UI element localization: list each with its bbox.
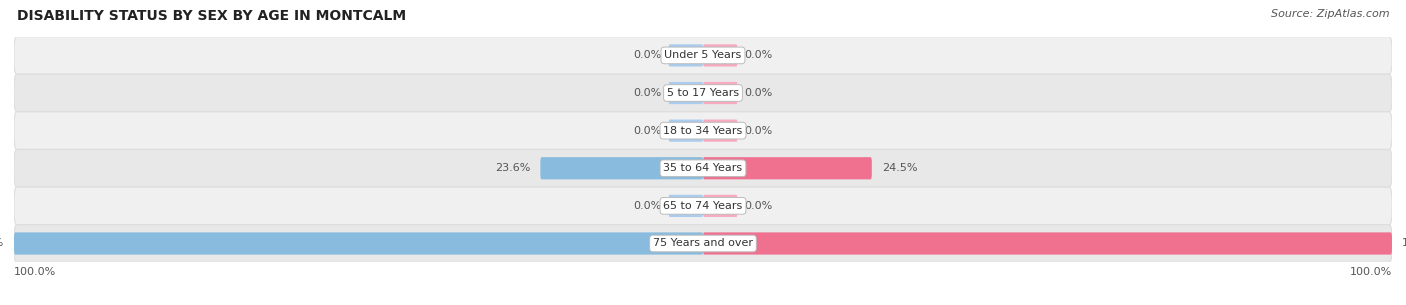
Text: 24.5%: 24.5% (882, 163, 918, 173)
FancyBboxPatch shape (540, 157, 703, 179)
Text: 65 to 74 Years: 65 to 74 Years (664, 201, 742, 211)
FancyBboxPatch shape (14, 37, 1392, 74)
Text: 0.0%: 0.0% (634, 126, 662, 136)
FancyBboxPatch shape (14, 187, 1392, 225)
Text: 0.0%: 0.0% (744, 126, 772, 136)
Text: 0.0%: 0.0% (744, 88, 772, 98)
Text: 100.0%: 100.0% (1402, 239, 1406, 249)
FancyBboxPatch shape (668, 120, 703, 142)
Text: Source: ZipAtlas.com: Source: ZipAtlas.com (1271, 9, 1389, 19)
Text: 75 Years and over: 75 Years and over (652, 239, 754, 249)
FancyBboxPatch shape (668, 82, 703, 104)
FancyBboxPatch shape (14, 225, 1392, 262)
FancyBboxPatch shape (14, 232, 703, 255)
Text: 0.0%: 0.0% (744, 201, 772, 211)
FancyBboxPatch shape (703, 82, 738, 104)
FancyBboxPatch shape (668, 195, 703, 217)
Text: 100.0%: 100.0% (0, 239, 4, 249)
Text: 18 to 34 Years: 18 to 34 Years (664, 126, 742, 136)
FancyBboxPatch shape (703, 157, 872, 179)
Text: 100.0%: 100.0% (14, 267, 56, 277)
FancyBboxPatch shape (14, 74, 1392, 112)
FancyBboxPatch shape (14, 112, 1392, 149)
FancyBboxPatch shape (668, 44, 703, 66)
Text: 0.0%: 0.0% (634, 201, 662, 211)
FancyBboxPatch shape (703, 232, 1392, 255)
Text: 5 to 17 Years: 5 to 17 Years (666, 88, 740, 98)
FancyBboxPatch shape (703, 120, 738, 142)
FancyBboxPatch shape (703, 44, 738, 66)
Text: DISABILITY STATUS BY SEX BY AGE IN MONTCALM: DISABILITY STATUS BY SEX BY AGE IN MONTC… (17, 9, 406, 23)
Text: 100.0%: 100.0% (1350, 267, 1392, 277)
FancyBboxPatch shape (14, 149, 1392, 187)
Text: 0.0%: 0.0% (634, 88, 662, 98)
FancyBboxPatch shape (703, 195, 738, 217)
Text: 35 to 64 Years: 35 to 64 Years (664, 163, 742, 173)
Text: Under 5 Years: Under 5 Years (665, 50, 741, 60)
Text: 23.6%: 23.6% (495, 163, 530, 173)
Text: 0.0%: 0.0% (634, 50, 662, 60)
Text: 0.0%: 0.0% (744, 50, 772, 60)
